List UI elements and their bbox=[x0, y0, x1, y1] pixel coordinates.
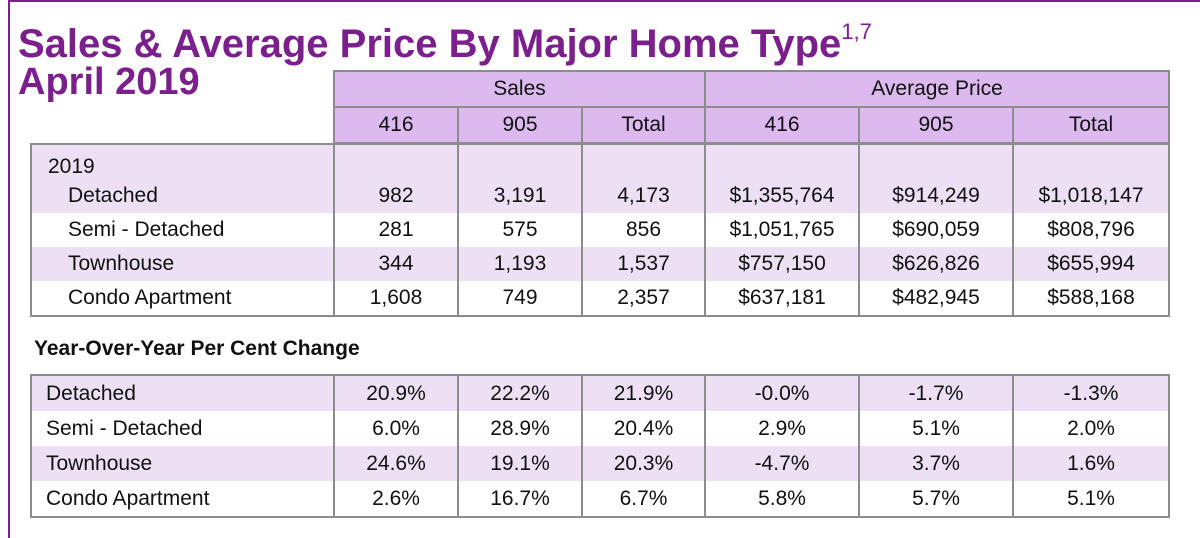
empty-cell bbox=[1012, 143, 1170, 179]
empty-cell bbox=[704, 143, 860, 179]
header-group-row: Sales Average Price bbox=[332, 70, 1171, 108]
table-cell: 3.7% bbox=[858, 446, 1014, 481]
row-label: Condo Apartment bbox=[30, 281, 335, 317]
table-cell: 344 bbox=[333, 247, 459, 281]
table-cell: 20.9% bbox=[333, 374, 459, 411]
table-cell: $690,059 bbox=[858, 213, 1014, 247]
yoy-section-label: Year-Over-Year Per Cent Change bbox=[34, 337, 360, 360]
frame-top-border bbox=[8, 0, 1200, 2]
table-cell: $1,018,147 bbox=[1012, 179, 1170, 213]
table-cell: 16.7% bbox=[457, 481, 583, 518]
title-footnote: 1,7 bbox=[841, 19, 872, 44]
row-label: Townhouse bbox=[30, 247, 335, 281]
column-header-table: Sales Average Price 416 905 Total 416 90… bbox=[332, 70, 1171, 144]
table-cell: 5.8% bbox=[704, 481, 860, 518]
empty-cell bbox=[581, 143, 706, 179]
year-row: 2019 bbox=[30, 143, 1170, 179]
row-label: Condo Apartment bbox=[30, 481, 335, 518]
table-cell: 5.1% bbox=[858, 411, 1014, 446]
table-cell: $637,181 bbox=[704, 281, 860, 317]
header-col-sales-total: Total bbox=[580, 106, 707, 144]
table-cell: 4,173 bbox=[581, 179, 706, 213]
page-title: Sales & Average Price By Major Home Type… bbox=[18, 6, 872, 70]
yoy-change-table: Detached 20.9% 22.2% 21.9% -0.0% -1.7% -… bbox=[30, 374, 1170, 518]
table-cell: 20.3% bbox=[581, 446, 706, 481]
table-cell: 856 bbox=[581, 213, 706, 247]
header-column-row: 416 905 Total 416 905 Total bbox=[333, 106, 1171, 144]
table-row: Townhouse 344 1,193 1,537 $757,150 $626,… bbox=[30, 247, 1170, 281]
table-row: Semi - Detached 281 575 856 $1,051,765 $… bbox=[30, 213, 1170, 247]
frame-left-border bbox=[8, 0, 10, 538]
table-cell: 2.0% bbox=[1012, 411, 1170, 446]
header-group-average-price: Average Price bbox=[704, 70, 1171, 108]
table-cell: 2.9% bbox=[704, 411, 860, 446]
header-col-price-905: 905 bbox=[858, 106, 1015, 144]
table-cell: $588,168 bbox=[1012, 281, 1170, 317]
table-cell: 19.1% bbox=[457, 446, 583, 481]
row-label: Semi - Detached bbox=[30, 213, 335, 247]
table-cell: $914,249 bbox=[858, 179, 1014, 213]
table-cell: 2,357 bbox=[581, 281, 706, 317]
page-subtitle: April 2019 bbox=[18, 61, 200, 103]
row-label: Detached bbox=[30, 179, 335, 213]
table-cell: 20.4% bbox=[581, 411, 706, 446]
table-cell: -4.7% bbox=[704, 446, 860, 481]
header-col-sales-416: 416 bbox=[333, 106, 459, 144]
row-label: Semi - Detached bbox=[30, 411, 335, 446]
table-row: Condo Apartment 2.6% 16.7% 6.7% 5.8% 5.7… bbox=[30, 481, 1170, 518]
table-cell: 5.7% bbox=[858, 481, 1014, 518]
table-cell: $1,355,764 bbox=[704, 179, 860, 213]
table-cell: -1.3% bbox=[1012, 374, 1170, 411]
table-cell: $1,051,765 bbox=[704, 213, 860, 247]
table-cell: $626,826 bbox=[858, 247, 1014, 281]
table-cell: $757,150 bbox=[704, 247, 860, 281]
table-row: Detached 982 3,191 4,173 $1,355,764 $914… bbox=[30, 179, 1170, 213]
table-cell: 1,193 bbox=[457, 247, 583, 281]
header-col-price-total: Total bbox=[1012, 106, 1171, 144]
table-cell: -0.0% bbox=[704, 374, 860, 411]
table-row: Condo Apartment 1,608 749 2,357 $637,181… bbox=[30, 281, 1170, 317]
row-label: Detached bbox=[30, 374, 335, 411]
table-cell: 3,191 bbox=[457, 179, 583, 213]
header-col-sales-905: 905 bbox=[457, 106, 583, 144]
title-text: Sales & Average Price By Major Home Type bbox=[18, 22, 842, 66]
header-group-sales: Sales bbox=[332, 70, 707, 108]
table-cell: 22.2% bbox=[457, 374, 583, 411]
empty-cell bbox=[457, 143, 583, 179]
table-cell: 28.9% bbox=[457, 411, 583, 446]
header-col-price-416: 416 bbox=[704, 106, 861, 144]
table-cell: 24.6% bbox=[333, 446, 459, 481]
table-cell: 281 bbox=[333, 213, 459, 247]
table-cell: 575 bbox=[457, 213, 583, 247]
table-cell: 5.1% bbox=[1012, 481, 1170, 518]
empty-cell bbox=[858, 143, 1014, 179]
table-cell: 982 bbox=[333, 179, 459, 213]
table-cell: 749 bbox=[457, 281, 583, 317]
sales-price-table: 2019 Detached 982 3,191 4,173 $1,355,764… bbox=[30, 143, 1170, 317]
table-cell: 6.0% bbox=[333, 411, 459, 446]
table-row: Detached 20.9% 22.2% 21.9% -0.0% -1.7% -… bbox=[30, 374, 1170, 411]
table-row: Semi - Detached 6.0% 28.9% 20.4% 2.9% 5.… bbox=[30, 411, 1170, 446]
table-cell: $655,994 bbox=[1012, 247, 1170, 281]
table-cell: -1.7% bbox=[858, 374, 1014, 411]
table-cell: 2.6% bbox=[333, 481, 459, 518]
empty-cell bbox=[333, 143, 459, 179]
table-cell: 1,608 bbox=[333, 281, 459, 317]
table-cell: $482,945 bbox=[858, 281, 1014, 317]
year-label: 2019 bbox=[30, 143, 335, 179]
table-row: Townhouse 24.6% 19.1% 20.3% -4.7% 3.7% 1… bbox=[30, 446, 1170, 481]
table-cell: $808,796 bbox=[1012, 213, 1170, 247]
table-cell: 1.6% bbox=[1012, 446, 1170, 481]
table-cell: 21.9% bbox=[581, 374, 706, 411]
table-cell: 1,537 bbox=[581, 247, 706, 281]
table-cell: 6.7% bbox=[581, 481, 706, 518]
row-label: Townhouse bbox=[30, 446, 335, 481]
